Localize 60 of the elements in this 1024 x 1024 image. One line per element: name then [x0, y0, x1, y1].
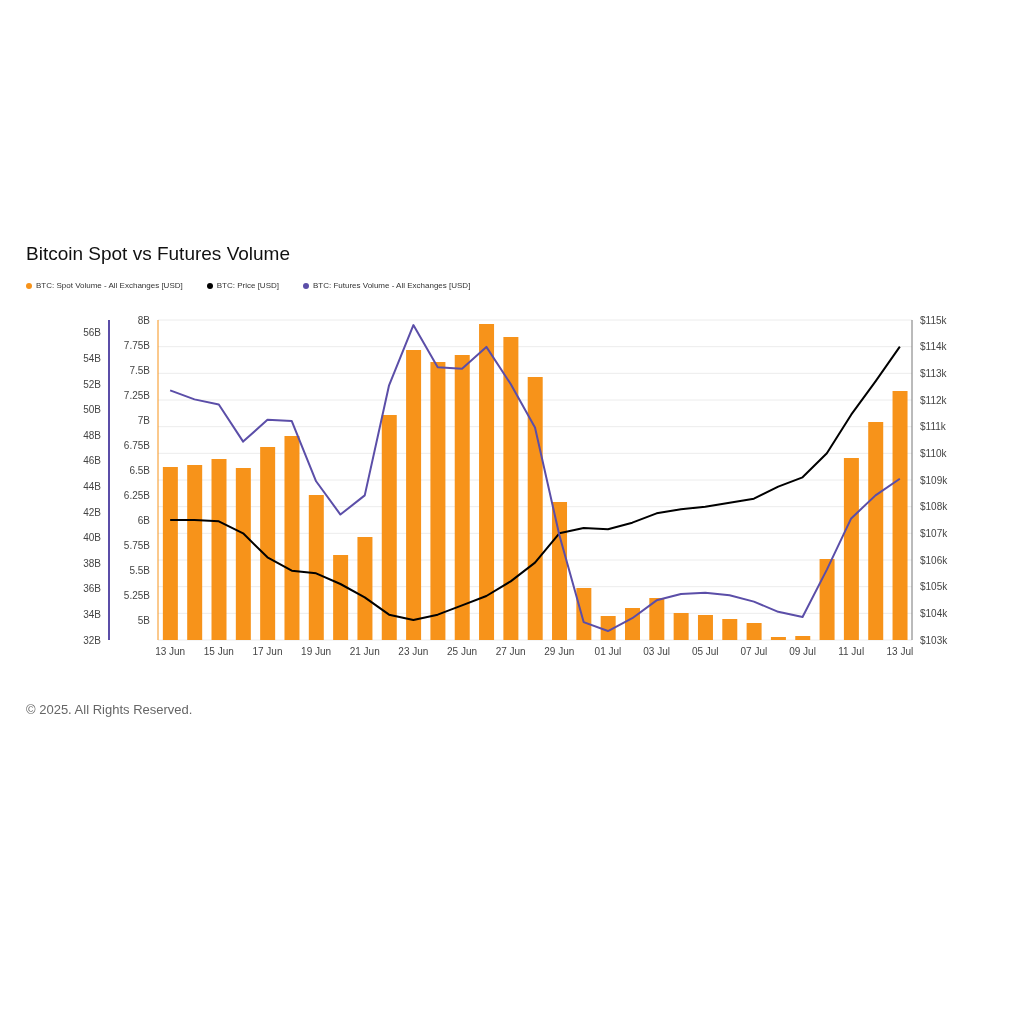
chart-title: Bitcoin Spot vs Futures Volume	[25, 243, 291, 266]
x-tick-label: 07 Jul	[740, 646, 768, 658]
y3-tick-label: 50B	[83, 404, 102, 416]
x-tick-label: 13 Jul	[886, 646, 914, 658]
y3-tick-label: 54B	[83, 352, 102, 364]
y2-tick-label: $108k	[920, 501, 949, 513]
x-tick-label: 05 Jul	[691, 646, 719, 658]
y-tick-label: 6B	[137, 514, 151, 526]
y2-tick-label: $106k	[920, 554, 949, 566]
y2-tick-label: $110k	[920, 447, 948, 459]
x-tick-label: 25 Jun	[447, 646, 478, 658]
y-tick-label: 8B	[137, 314, 151, 326]
y2-tick-label: $111k	[920, 421, 947, 433]
y3-tick-label: 48B	[83, 429, 102, 441]
y3-tick-label: 46B	[83, 455, 102, 467]
y-tick-label: 7.75B	[123, 339, 151, 351]
y3-tick-label: 34B	[83, 608, 102, 620]
y3-tick-label: 36B	[83, 583, 102, 595]
x-tick-label: 27 Jun	[495, 646, 526, 658]
y2-tick-label: $107k	[920, 527, 949, 539]
legend-label: BTC: Price [USD]	[216, 281, 279, 290]
y2-tick-label: $114k	[920, 341, 948, 353]
y-tick-label: 7.5B	[129, 364, 151, 376]
y2-tick-label: $109k	[920, 474, 949, 486]
x-tick-label: 13 Jun	[155, 646, 186, 658]
x-tick-label: 03 Jul	[643, 646, 670, 658]
x-tick-label: 19 Jun	[301, 646, 332, 658]
y2-tick-label: $112k	[920, 394, 948, 406]
y-tick-label: 5.25B	[123, 589, 151, 601]
y-tick-label: 6.25B	[123, 489, 151, 501]
y-tick-label: 7.25B	[123, 389, 151, 401]
y3-tick-label: 40B	[83, 532, 102, 544]
y2-tick-label: $104k	[920, 607, 949, 619]
x-tick-label: 21 Jun	[349, 646, 380, 658]
legend-label: BTC: Spot Volume - All Exchanges [USD]	[36, 281, 183, 290]
y-tick-label: 5.75B	[123, 539, 151, 551]
legend-label: BTC: Futures Volume - All Exchanges [USD]	[312, 281, 471, 290]
y2-tick-label: $115k	[920, 314, 948, 326]
x-tick-label: 15 Jun	[203, 646, 234, 658]
y2-tick-label: $105k	[920, 581, 949, 593]
y-tick-label: 7B	[137, 414, 151, 426]
y2-tick-label: $113k	[920, 367, 948, 379]
x-tick-label: 29 Jun	[544, 646, 575, 658]
y-tick-label: 5.5B	[129, 564, 151, 576]
x-tick-label: 17 Jun	[252, 646, 283, 658]
y3-tick-label: 56B	[83, 327, 102, 339]
x-tick-label: 09 Jul	[789, 646, 816, 658]
text: © 2025. All Rights Reserved.	[25, 701, 194, 717]
y3-tick-label: 38B	[83, 557, 102, 569]
x-tick-label: 23 Jun	[398, 646, 429, 658]
y3-tick-label: 32B	[83, 634, 102, 646]
x-tick-label: 01 Jul	[594, 646, 622, 658]
y3-tick-label: 42B	[83, 506, 102, 518]
y-tick-label: 6.5B	[129, 464, 151, 476]
x-tick-label: 11 Jul	[838, 646, 865, 658]
y-tick-label: 5B	[137, 614, 151, 626]
y-tick-label: 6.75B	[123, 439, 151, 451]
y2-tick-label: $103k	[920, 634, 949, 646]
y3-tick-label: 52B	[83, 378, 102, 390]
y3-tick-label: 44B	[83, 480, 102, 492]
